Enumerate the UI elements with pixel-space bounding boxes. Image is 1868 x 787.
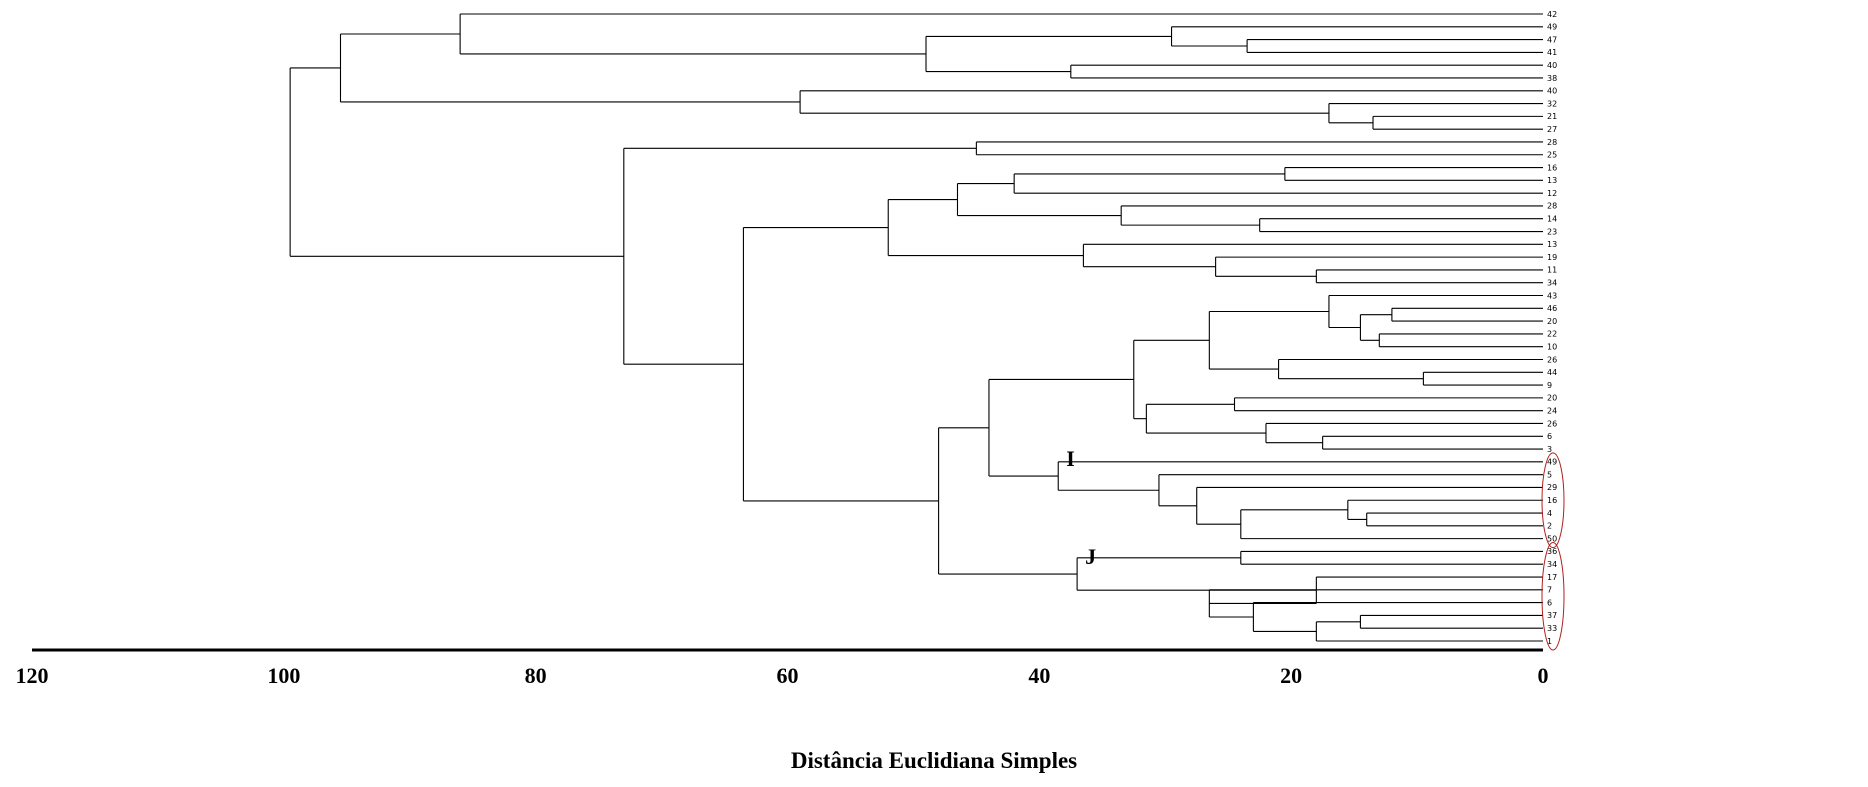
leaf-label: 19 [1547, 253, 1557, 262]
leaf-label: 7 [1547, 586, 1552, 595]
leaf-label: 28 [1547, 202, 1557, 211]
x-tick-label: 120 [16, 663, 49, 688]
leaf-label: 6 [1547, 598, 1552, 607]
leaf-label: 10 [1547, 342, 1557, 351]
leaf-label: 6 [1547, 432, 1552, 441]
leaf-label: 44 [1547, 368, 1557, 377]
group-label: I [1066, 446, 1075, 471]
leaf-label: 21 [1547, 112, 1557, 121]
highlight-ellipse [1541, 452, 1565, 549]
leaf-label: 46 [1547, 304, 1557, 313]
leaf-label: 13 [1547, 176, 1557, 185]
x-tick-label: 20 [1280, 663, 1302, 688]
leaf-label: 41 [1547, 48, 1557, 57]
leaf-label: 50 [1547, 534, 1557, 543]
x-axis: 120 100 80 60 40 20 0 [16, 648, 1549, 688]
highlight-ellipse [1541, 541, 1565, 651]
group-labels: IJ [1066, 446, 1096, 569]
leaf-label: 22 [1547, 330, 1557, 339]
leaf-label: 32 [1547, 99, 1557, 108]
leaf-label: 25 [1547, 151, 1557, 160]
leaf-label: 42 [1547, 10, 1557, 19]
group-label: J [1085, 544, 1096, 569]
x-tick-label: 40 [1028, 663, 1050, 688]
dendrogram-links [289, 13, 1543, 642]
leaf-label: 16 [1547, 163, 1557, 172]
leaf-label: 16 [1547, 496, 1557, 505]
leaf-label: 9 [1547, 381, 1552, 390]
leaf-label: 12 [1547, 189, 1557, 198]
leaf-labels: 4249474140384032212728251613122814231319… [1547, 10, 1557, 646]
leaf-label: 49 [1547, 458, 1557, 467]
leaf-label: 40 [1547, 61, 1557, 70]
x-tick-label: 100 [267, 663, 300, 688]
leaf-label: 5 [1547, 470, 1552, 479]
leaf-label: 11 [1547, 266, 1557, 275]
x-tick-label: 80 [525, 663, 547, 688]
x-tick-label: 60 [777, 663, 799, 688]
highlight-ellipses [1541, 452, 1565, 651]
leaf-label: 34 [1547, 560, 1557, 569]
leaf-label: 28 [1547, 138, 1557, 147]
leaf-label: 29 [1547, 483, 1557, 492]
leaf-label: 4 [1547, 509, 1552, 518]
leaf-label: 26 [1547, 355, 1557, 364]
x-axis-label: Distância Euclidiana Simples [790, 748, 1078, 773]
leaf-label: 33 [1547, 624, 1557, 633]
leaf-label: 13 [1547, 240, 1557, 249]
leaf-label: 20 [1547, 317, 1557, 326]
leaf-label: 26 [1547, 419, 1557, 428]
leaf-label: 20 [1547, 394, 1557, 403]
leaf-label: 24 [1547, 406, 1557, 415]
leaf-label: 14 [1547, 215, 1557, 224]
leaf-label: 34 [1547, 279, 1557, 288]
leaf-label: 3 [1547, 445, 1552, 454]
leaf-label: 2 [1547, 522, 1552, 531]
leaf-label: 23 [1547, 227, 1557, 236]
leaf-label: 49 [1547, 23, 1557, 32]
leaf-label: 38 [1547, 74, 1557, 83]
leaf-label: 1 [1547, 637, 1552, 646]
leaf-label: 43 [1547, 291, 1557, 300]
leaf-label: 36 [1547, 547, 1557, 556]
leaf-label: 47 [1547, 35, 1557, 44]
leaf-label: 27 [1547, 125, 1557, 134]
leaf-label: 40 [1547, 87, 1557, 96]
leaf-label: 37 [1547, 611, 1557, 620]
leaf-label: 17 [1547, 573, 1557, 582]
x-tick-label: 0 [1538, 663, 1549, 688]
